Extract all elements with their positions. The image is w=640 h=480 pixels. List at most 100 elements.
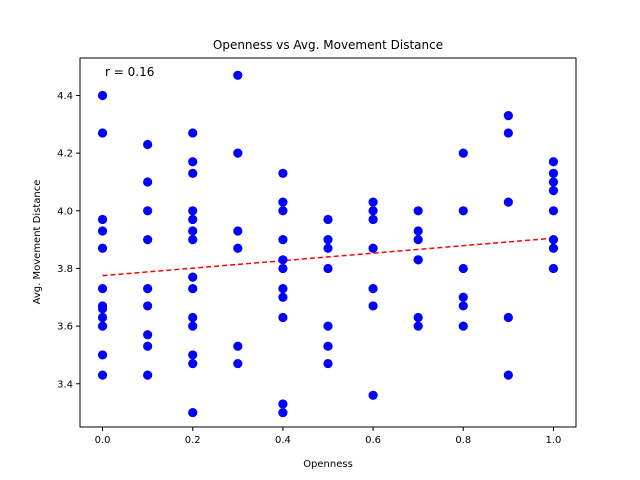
data-point <box>323 235 333 245</box>
y-tick-label: 4.0 <box>57 206 73 217</box>
data-point <box>278 255 288 265</box>
y-axis-ticks: 3.4 3.6 3.8 4.0 4.2 4.4 <box>57 91 80 390</box>
correlation-annotation: r = 0.16 <box>105 65 154 79</box>
data-point <box>188 226 198 236</box>
data-point <box>97 90 108 101</box>
data-point <box>413 235 423 245</box>
data-point <box>503 111 513 121</box>
data-point <box>97 312 108 323</box>
data-point <box>368 390 378 400</box>
data-points <box>97 70 559 418</box>
data-point <box>548 186 559 196</box>
data-point <box>97 128 108 138</box>
data-point <box>278 235 288 245</box>
data-point <box>368 206 378 216</box>
data-point <box>503 197 513 207</box>
data-point <box>458 148 468 158</box>
data-point <box>458 206 468 216</box>
plot-area <box>79 57 577 428</box>
data-point <box>278 312 288 323</box>
y-tick-label: 3.8 <box>57 264 73 275</box>
data-point <box>323 321 333 331</box>
data-point <box>368 214 378 225</box>
plot-frame <box>79 57 577 428</box>
data-point <box>188 157 198 167</box>
y-tick-label: 3.6 <box>57 322 73 333</box>
x-tick-label: 0.4 <box>275 435 291 446</box>
data-point <box>97 304 108 314</box>
data-point <box>278 263 288 274</box>
data-point <box>188 206 198 216</box>
data-point <box>548 263 559 274</box>
data-point <box>458 301 468 311</box>
y-tick-label: 4.2 <box>57 149 73 160</box>
data-point <box>188 284 198 294</box>
data-point <box>233 148 243 158</box>
data-point <box>233 341 243 351</box>
data-point <box>278 168 288 178</box>
data-point <box>323 243 333 253</box>
data-point <box>188 214 198 225</box>
data-point <box>548 235 559 245</box>
y-tick-label: 3.4 <box>57 379 73 390</box>
data-point <box>458 292 468 302</box>
x-axis-label: Openness <box>303 459 353 470</box>
data-point <box>188 321 198 331</box>
data-point <box>368 301 378 311</box>
data-point <box>413 255 423 265</box>
data-point <box>143 235 153 245</box>
data-point <box>97 321 108 331</box>
data-point <box>97 226 108 236</box>
data-point <box>548 243 559 253</box>
data-point <box>323 263 333 274</box>
data-point <box>143 206 153 216</box>
data-point <box>323 214 333 225</box>
data-point <box>323 341 333 351</box>
data-point <box>503 370 513 380</box>
data-point <box>233 243 243 253</box>
data-point <box>97 214 108 225</box>
data-point <box>548 206 559 216</box>
data-point <box>278 197 288 207</box>
data-point <box>503 312 513 323</box>
data-point <box>368 197 378 207</box>
data-point <box>97 284 108 294</box>
data-point <box>188 168 198 178</box>
data-point <box>458 263 468 274</box>
data-point <box>188 312 198 323</box>
data-point <box>548 168 559 178</box>
data-point <box>413 206 423 216</box>
chart-title: Openness vs Avg. Movement Distance <box>213 38 443 52</box>
data-point <box>278 407 288 418</box>
data-point <box>368 284 378 294</box>
data-point <box>188 128 198 138</box>
data-point <box>97 350 108 360</box>
data-point <box>233 226 243 236</box>
y-axis-label: Avg. Movement Distance <box>32 180 43 305</box>
data-point <box>143 139 153 150</box>
data-point <box>143 330 153 340</box>
data-point <box>143 370 153 380</box>
data-point <box>97 243 108 253</box>
data-point <box>143 301 153 311</box>
x-axis-ticks: 0.0 0.2 0.4 0.6 0.8 1.0 <box>95 427 562 446</box>
data-point <box>548 177 559 187</box>
data-point <box>233 358 243 369</box>
data-point <box>413 226 423 236</box>
data-point <box>233 70 243 80</box>
data-point <box>143 177 153 187</box>
data-point <box>413 321 423 331</box>
y-tick-label: 4.4 <box>57 91 73 102</box>
data-point <box>188 350 198 360</box>
trendline <box>102 237 554 277</box>
data-point <box>413 312 423 323</box>
data-point <box>143 284 153 294</box>
x-tick-label: 1.0 <box>546 435 562 446</box>
x-tick-label: 0.8 <box>455 435 471 446</box>
data-point <box>188 407 198 418</box>
data-point <box>458 321 468 331</box>
x-tick-label: 0.6 <box>365 435 381 446</box>
data-point <box>278 284 288 294</box>
data-point <box>188 272 198 282</box>
